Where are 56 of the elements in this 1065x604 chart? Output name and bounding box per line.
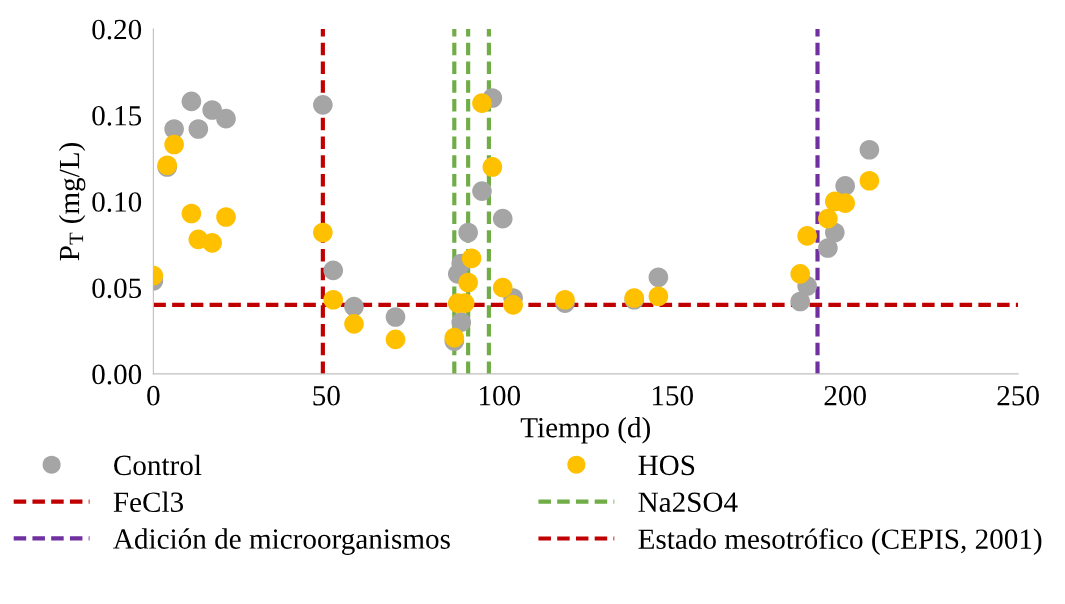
point bbox=[458, 222, 478, 243]
point bbox=[492, 277, 513, 298]
point bbox=[492, 208, 513, 229]
point bbox=[472, 181, 492, 201]
x-axis-title: Tiempo (d) bbox=[520, 416, 650, 444]
point bbox=[188, 119, 209, 139]
point bbox=[385, 307, 406, 327]
point bbox=[202, 233, 222, 253]
point bbox=[835, 193, 855, 213]
point bbox=[216, 108, 236, 129]
point bbox=[648, 267, 669, 288]
legend-label: Adición de microorganismos bbox=[113, 528, 450, 555]
x-tick-label: 100 bbox=[479, 385, 521, 406]
point bbox=[216, 207, 236, 227]
point bbox=[859, 170, 880, 191]
point bbox=[313, 222, 333, 243]
point bbox=[181, 203, 202, 224]
legend-label: Na2SO4 bbox=[638, 492, 738, 513]
point bbox=[344, 314, 364, 334]
y-tick-label: 0.10 bbox=[92, 192, 142, 212]
point bbox=[503, 295, 523, 315]
x-tick-label: 250 bbox=[997, 385, 1039, 406]
x-tick-label: 200 bbox=[824, 385, 866, 406]
y-tick-label: 0.15 bbox=[92, 105, 142, 126]
y-tick-label: 0.00 bbox=[92, 364, 142, 385]
point bbox=[164, 134, 184, 155]
point bbox=[323, 289, 344, 310]
point bbox=[181, 91, 202, 112]
x-tick-label: 0 bbox=[147, 385, 160, 406]
point bbox=[451, 312, 472, 332]
point bbox=[482, 157, 503, 177]
point bbox=[818, 238, 838, 258]
y-tick-label: 0.20 bbox=[92, 19, 142, 40]
point bbox=[313, 95, 333, 115]
point bbox=[202, 100, 222, 120]
point bbox=[385, 329, 406, 350]
point bbox=[461, 248, 482, 269]
x-tick-label: 150 bbox=[652, 385, 693, 406]
legend-label: Control bbox=[114, 454, 202, 476]
point bbox=[344, 296, 364, 317]
legend-label: HOS bbox=[638, 455, 695, 476]
point bbox=[835, 176, 855, 196]
point bbox=[323, 260, 344, 281]
legend-label: Estado mesotrófico (CEPIS, 2001) bbox=[638, 528, 1042, 555]
point bbox=[818, 208, 838, 229]
point bbox=[859, 139, 880, 160]
point bbox=[458, 272, 478, 293]
point bbox=[790, 264, 811, 284]
x-tick-label: 50 bbox=[313, 385, 340, 406]
y-tick-label: 0.05 bbox=[92, 278, 142, 299]
point bbox=[790, 291, 811, 312]
y-axis-title: P$_{T}$ (mg/L) bbox=[58, 143, 86, 261]
legend-label: FeCl3 bbox=[113, 491, 184, 513]
point bbox=[797, 226, 817, 246]
point bbox=[472, 93, 492, 113]
point bbox=[648, 286, 669, 307]
